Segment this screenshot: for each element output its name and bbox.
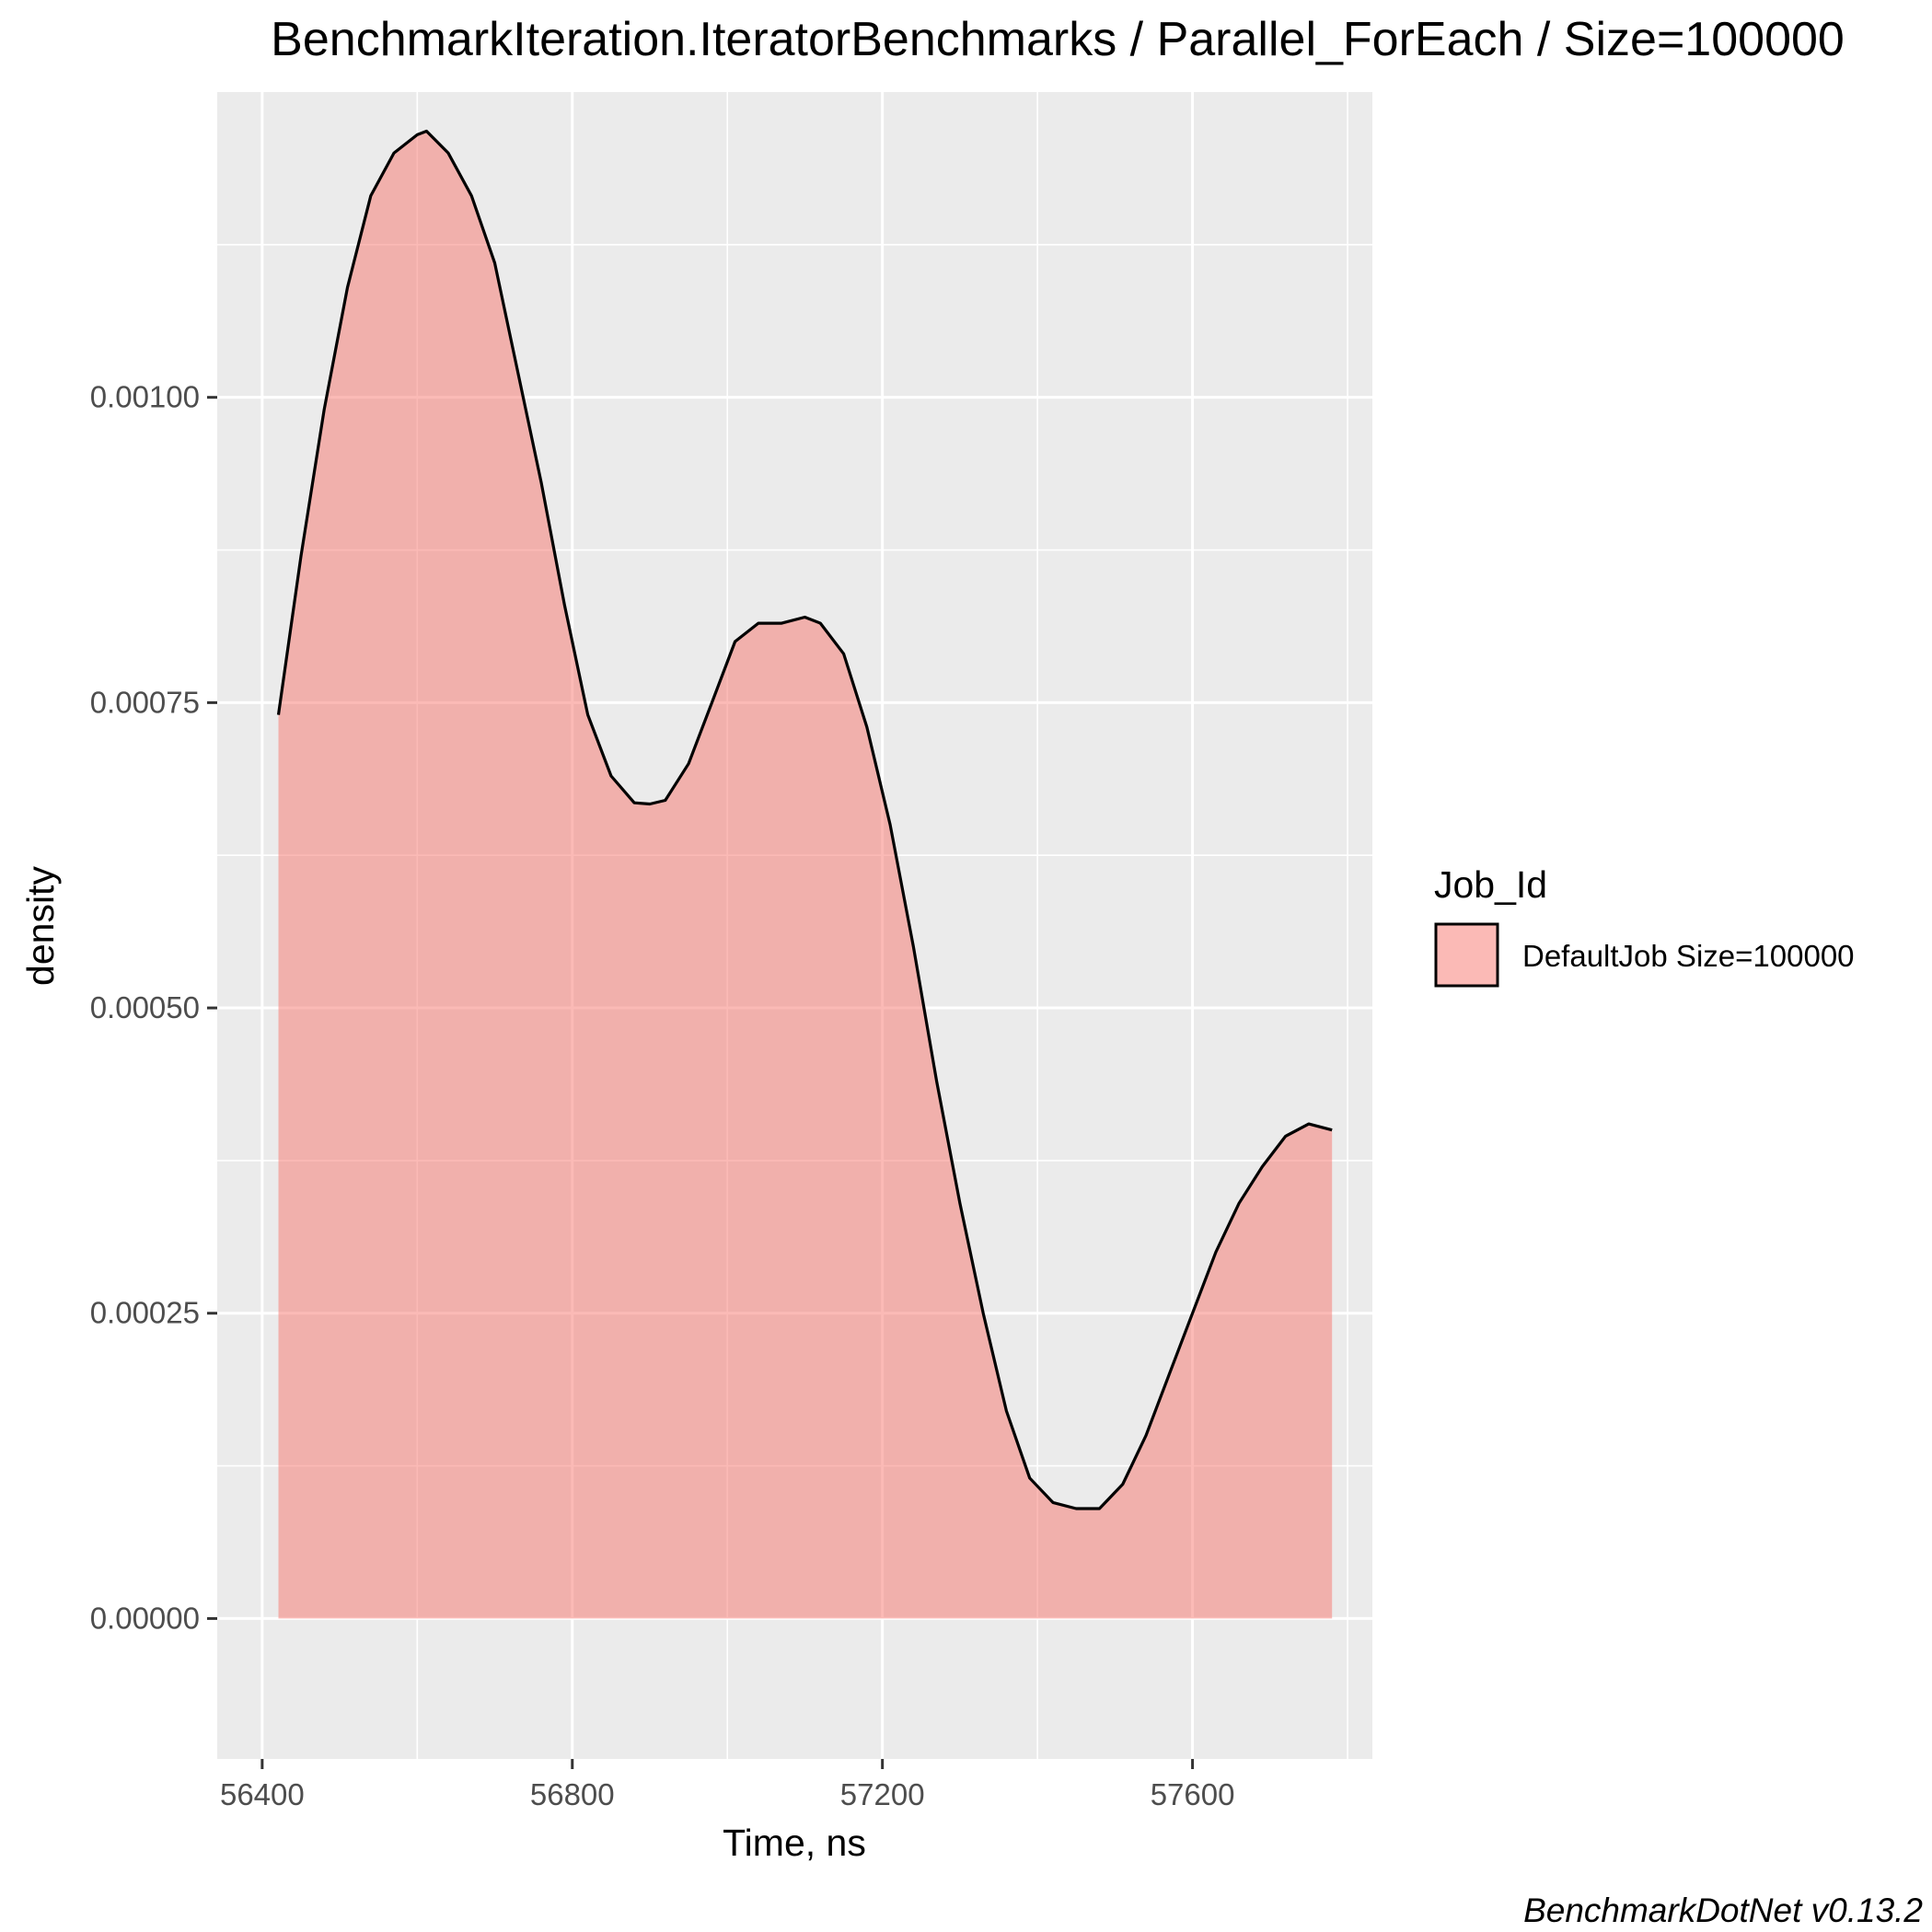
x-tick-label: 56400 [220,1777,305,1811]
legend-key [1434,922,1499,988]
y-axis: 0.00000 0.00025 0.00050 0.00075 0.00100 [90,380,217,1635]
legend: Job_Id DefaultJob Size=100000 [1434,863,1855,988]
density-area [278,131,1333,1619]
caption: BenchmarkDotNet v0.13.2 [1523,1892,1923,1929]
x-axis-label: Time, ns [723,1822,866,1864]
y-tick-label: 0.00000 [90,1601,200,1635]
x-axis: 56400 56800 57200 57600 [220,1759,1235,1811]
legend-title: Job_Id [1434,863,1547,906]
series-layer [276,129,1333,1619]
y-tick-label: 0.00075 [90,685,200,719]
y-tick-label: 0.00050 [90,990,200,1024]
y-tick-label: 0.00025 [90,1296,200,1330]
y-tick-label: 0.00100 [90,380,200,414]
chart-title: BenchmarkIteration.IteratorBenchmarks / … [271,13,1845,66]
legend-entry-label: DefaultJob Size=100000 [1522,939,1855,973]
x-tick-label: 57600 [1151,1777,1235,1811]
y-axis-label: density [19,866,62,986]
density-curve [276,129,1333,1510]
x-tick-label: 56800 [530,1777,615,1811]
x-tick-label: 57200 [840,1777,925,1811]
